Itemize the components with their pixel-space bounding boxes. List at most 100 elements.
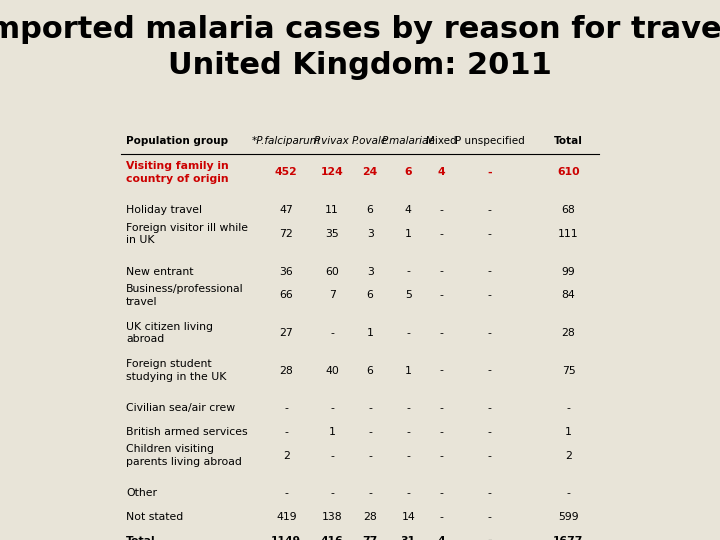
Text: 599: 599 <box>558 512 579 522</box>
Text: 84: 84 <box>562 291 575 300</box>
Text: 35: 35 <box>325 229 339 239</box>
Text: -: - <box>487 451 492 461</box>
Text: 6: 6 <box>366 205 374 215</box>
Text: 1149: 1149 <box>271 536 302 540</box>
Text: Civilian sea/air crew: Civilian sea/air crew <box>126 403 235 413</box>
Text: Business/professional
travel: Business/professional travel <box>126 284 244 307</box>
Text: 6: 6 <box>366 366 374 376</box>
Text: 72: 72 <box>279 229 293 239</box>
Text: 1: 1 <box>328 427 336 437</box>
Text: -: - <box>330 451 334 461</box>
Text: Visiting family in
country of origin: Visiting family in country of origin <box>126 161 229 184</box>
Text: 111: 111 <box>558 229 579 239</box>
Text: -: - <box>487 536 492 540</box>
Text: -: - <box>487 167 492 178</box>
Text: *P.falciparum: *P.falciparum <box>252 136 320 146</box>
Text: 77: 77 <box>363 536 378 540</box>
Text: 47: 47 <box>279 205 293 215</box>
Text: P.ovale: P.ovale <box>352 136 388 146</box>
Text: -: - <box>567 489 570 498</box>
Text: 452: 452 <box>275 167 297 178</box>
Text: -: - <box>439 451 444 461</box>
Text: 14: 14 <box>402 512 415 522</box>
Text: -: - <box>406 328 410 338</box>
Text: 1: 1 <box>366 328 374 338</box>
Text: Not stated: Not stated <box>126 512 184 522</box>
Text: 60: 60 <box>325 267 339 276</box>
Text: -: - <box>487 427 492 437</box>
Text: New entrant: New entrant <box>126 267 194 276</box>
Text: 1677: 1677 <box>553 536 584 540</box>
Text: -: - <box>330 328 334 338</box>
Text: Children visiting
parents living abroad: Children visiting parents living abroad <box>126 444 242 467</box>
Text: -: - <box>368 451 372 461</box>
Text: 99: 99 <box>562 267 575 276</box>
Text: -: - <box>487 403 492 413</box>
Text: -: - <box>439 328 444 338</box>
Text: -: - <box>439 205 444 215</box>
Text: -: - <box>487 366 492 376</box>
Text: Other: Other <box>126 489 157 498</box>
Text: 5: 5 <box>405 291 412 300</box>
Text: -: - <box>439 291 444 300</box>
Text: 3: 3 <box>366 229 374 239</box>
Text: 28: 28 <box>279 366 293 376</box>
Text: 416: 416 <box>320 536 343 540</box>
Text: -: - <box>406 489 410 498</box>
Text: -: - <box>368 489 372 498</box>
Text: 7: 7 <box>328 291 336 300</box>
Text: -: - <box>439 267 444 276</box>
Text: P.malariae: P.malariae <box>382 136 435 146</box>
Text: 1: 1 <box>405 229 412 239</box>
Text: 1: 1 <box>405 366 412 376</box>
Text: 27: 27 <box>279 328 293 338</box>
Text: -: - <box>487 328 492 338</box>
Text: -: - <box>439 403 444 413</box>
Text: -: - <box>406 267 410 276</box>
Text: Foreign visitor ill while
in UK: Foreign visitor ill while in UK <box>126 222 248 245</box>
Text: -: - <box>487 229 492 239</box>
Text: -: - <box>567 403 570 413</box>
Text: Total: Total <box>554 136 583 146</box>
Text: 2: 2 <box>565 451 572 461</box>
Text: Imported malaria cases by reason for travel,
United Kingdom: 2011: Imported malaria cases by reason for tra… <box>0 15 720 80</box>
Text: 4: 4 <box>438 167 445 178</box>
Text: -: - <box>284 403 288 413</box>
Text: -: - <box>487 205 492 215</box>
Text: Population group: Population group <box>126 136 228 146</box>
Text: -: - <box>487 512 492 522</box>
Text: -: - <box>330 403 334 413</box>
Text: 1: 1 <box>565 427 572 437</box>
Text: -: - <box>330 489 334 498</box>
Text: UK citizen living
abroad: UK citizen living abroad <box>126 322 213 345</box>
Text: P.vivax: P.vivax <box>314 136 350 146</box>
Text: 6: 6 <box>366 291 374 300</box>
Text: -: - <box>368 427 372 437</box>
Text: -: - <box>406 451 410 461</box>
Text: -: - <box>439 489 444 498</box>
Text: -: - <box>487 267 492 276</box>
Text: 138: 138 <box>322 512 342 522</box>
Text: 6: 6 <box>405 167 412 178</box>
Text: 419: 419 <box>276 512 297 522</box>
Text: P unspecified: P unspecified <box>455 136 525 146</box>
Text: -: - <box>406 427 410 437</box>
Text: 66: 66 <box>279 291 293 300</box>
Text: 11: 11 <box>325 205 339 215</box>
Text: 40: 40 <box>325 366 339 376</box>
Text: 68: 68 <box>562 205 575 215</box>
Text: -: - <box>439 512 444 522</box>
Text: 4: 4 <box>438 536 445 540</box>
Text: -: - <box>487 291 492 300</box>
Text: 36: 36 <box>279 267 293 276</box>
Text: 610: 610 <box>557 167 580 178</box>
Text: Total: Total <box>126 536 156 540</box>
Text: Foreign student
studying in the UK: Foreign student studying in the UK <box>126 359 227 382</box>
Text: 28: 28 <box>364 512 377 522</box>
Text: -: - <box>368 403 372 413</box>
Text: 4: 4 <box>405 205 412 215</box>
Text: Holiday travel: Holiday travel <box>126 205 202 215</box>
Text: -: - <box>284 489 288 498</box>
Text: -: - <box>439 229 444 239</box>
Text: -: - <box>439 427 444 437</box>
